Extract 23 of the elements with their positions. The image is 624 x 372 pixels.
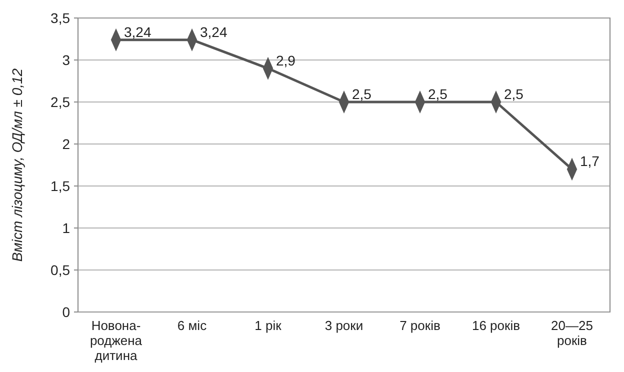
y-tick-label: 3,5 xyxy=(50,10,70,26)
data-label: 2,5 xyxy=(428,86,448,102)
data-label: 2,5 xyxy=(352,86,372,102)
x-tick-label: 16 років xyxy=(472,318,520,333)
x-tick-label: 6 міс xyxy=(177,318,208,333)
data-label: 1,7 xyxy=(580,153,600,170)
y-axis-title: Вміст лізоциму, ОД/мл ± 0,12 xyxy=(9,68,25,262)
y-tick-label: 3 xyxy=(62,52,70,68)
x-tick-label: 1 рік xyxy=(254,318,282,333)
data-label: 3,24 xyxy=(200,24,228,40)
x-tick-label: 7 років xyxy=(400,318,440,333)
y-tick-label: 0 xyxy=(62,304,70,320)
x-tick-label: 20—25 років xyxy=(551,318,593,348)
data-label: 2,5 xyxy=(504,86,524,102)
y-tick-label: 0,5 xyxy=(50,262,70,278)
x-tick-label: Новона- роджена дитина xyxy=(90,318,143,363)
y-tick-label: 1,5 xyxy=(50,178,70,194)
y-tick-label: 1 xyxy=(62,220,70,236)
data-label: 3,24 xyxy=(124,24,152,40)
y-tick-label: 2 xyxy=(62,136,70,152)
data-label: 2,9 xyxy=(276,52,296,68)
x-tick-label: 3 роки xyxy=(324,318,364,333)
y-tick-label: 2,5 xyxy=(50,94,70,110)
